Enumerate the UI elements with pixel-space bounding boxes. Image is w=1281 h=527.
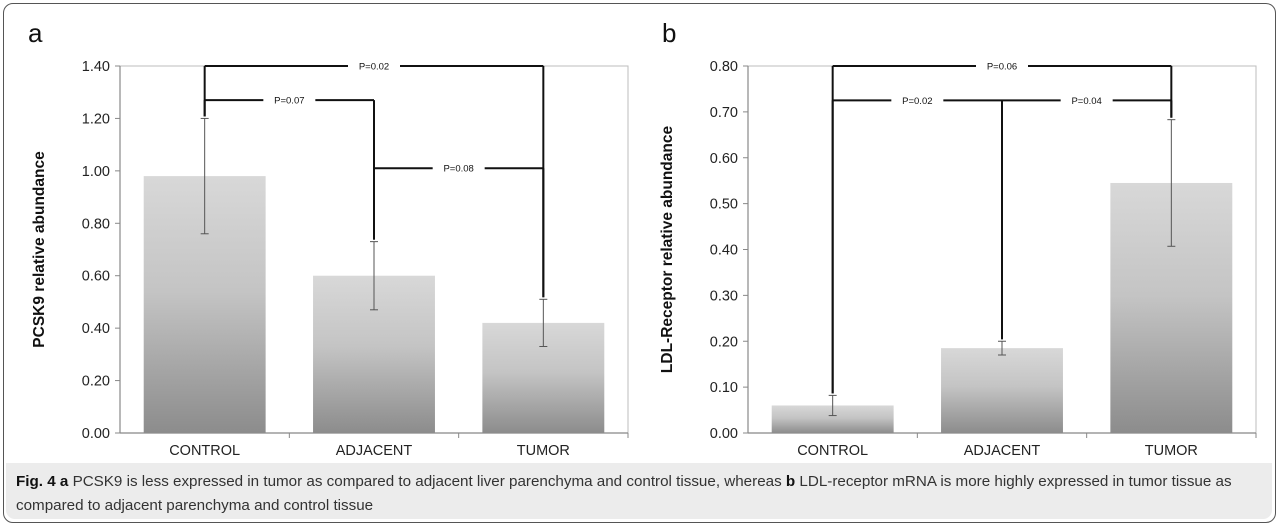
y-tick-label: 0.20 bbox=[82, 374, 110, 390]
y-tick-label: 1.20 bbox=[82, 111, 110, 127]
y-axis-title: PCSK9 relative abundance bbox=[31, 151, 48, 348]
x-tick-label: ADJACENT bbox=[336, 443, 413, 459]
p-value-label: P=0.02 bbox=[902, 96, 932, 107]
x-tick-label: TUMOR bbox=[1145, 443, 1198, 459]
y-tick-label: 0.30 bbox=[710, 288, 738, 304]
y-tick-label: 0.10 bbox=[710, 380, 738, 396]
p-value-label: P=0.06 bbox=[987, 62, 1017, 73]
caption-part-a-text: PCSK9 is less expressed in tumor as comp… bbox=[68, 473, 786, 490]
y-tick-label: 0.50 bbox=[710, 197, 738, 213]
y-tick-label: 0.80 bbox=[82, 216, 110, 232]
p-value-label: P=0.04 bbox=[1071, 96, 1101, 107]
x-tick-label: ADJACENT bbox=[964, 443, 1041, 459]
y-tick-label: 1.00 bbox=[82, 164, 110, 180]
p-value-label: P=0.07 bbox=[274, 96, 304, 107]
y-axis-title: LDL-Receptor relative abundance bbox=[659, 126, 676, 374]
panel-b-letter: b bbox=[662, 18, 677, 48]
y-tick-label: 0.40 bbox=[710, 243, 738, 259]
bracket-label-bg bbox=[976, 59, 1028, 73]
y-tick-label: 1.40 bbox=[82, 59, 110, 75]
y-tick-label: 0.60 bbox=[710, 151, 738, 167]
x-tick-label: TUMOR bbox=[517, 443, 570, 459]
bracket-label-bg bbox=[432, 161, 485, 176]
caption-fig-label: Fig. 4 bbox=[16, 473, 56, 490]
y-tick-label: 0.00 bbox=[82, 426, 110, 442]
p-value-label: P=0.08 bbox=[443, 164, 473, 175]
caption-part-b-letter: b bbox=[785, 473, 796, 490]
panel-a-letter: a bbox=[28, 18, 43, 48]
caption-part-a-letter: a bbox=[59, 473, 69, 490]
x-tick-label: CONTROL bbox=[797, 443, 868, 459]
bracket-label-bg bbox=[263, 93, 316, 108]
y-tick-label: 0.80 bbox=[710, 59, 738, 75]
y-tick-label: 0.40 bbox=[82, 321, 110, 337]
chart-a-pcsk9: 0.00 0.20 0.40 0.60 0.80 1.00 1.20 1.40 CONTROL A… bbox=[31, 59, 629, 459]
bracket-label-bg bbox=[891, 93, 944, 108]
y-tick-label: 0.60 bbox=[82, 269, 110, 285]
p-value-label: P=0.02 bbox=[359, 62, 389, 73]
chart-b-ldl-receptor: 0.00 0.10 0.20 0.30 0.40 0.50 0.60 0.70 0.80 CONT… bbox=[659, 59, 1257, 459]
y-tick-label: 0.20 bbox=[710, 334, 738, 350]
y-tick-label: 0.00 bbox=[710, 426, 738, 442]
bar-adjacent bbox=[941, 348, 1063, 433]
caption-box bbox=[6, 463, 1272, 519]
x-tick-label: CONTROL bbox=[169, 443, 240, 459]
caption-part-b-text: LDL-receptor mRNA is more highly express… bbox=[16, 473, 1232, 514]
y-tick-label: 0.70 bbox=[710, 105, 738, 121]
figure-frame bbox=[3, 3, 1276, 523]
figure-caption: Fig. 4 a PCSK9 is less expressed in tumo… bbox=[16, 470, 1264, 518]
bracket-label-bg bbox=[348, 59, 400, 73]
bracket-label-bg bbox=[1060, 93, 1113, 108]
